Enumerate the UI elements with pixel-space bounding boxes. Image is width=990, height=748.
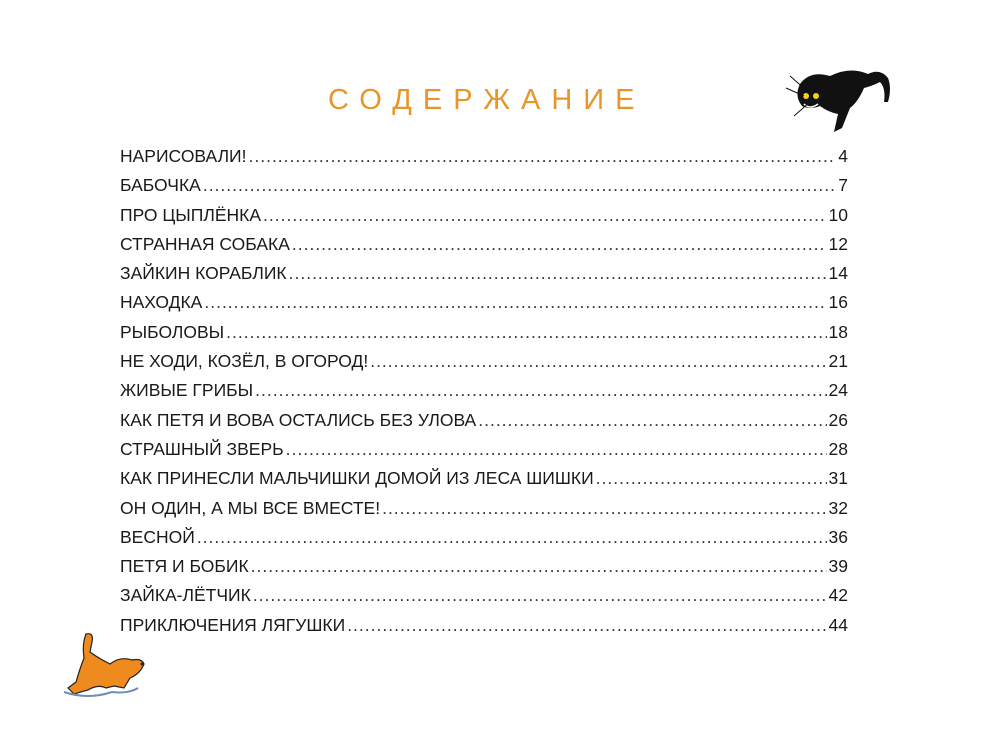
dot-leader [263,205,827,226]
page-title: СОДЕРЖАНИЕ [328,84,646,116]
entry-page: 7 [838,175,848,196]
entry-title: КАК ПРИНЕСЛИ МАЛЬЧИШКИ ДОМОЙ ИЗ ЛЕСА ШИШ… [120,468,594,489]
entry-title: СТРАННАЯ СОБАКА [120,233,290,254]
dot-leader [255,380,826,401]
entry-title: ЗАЙКИН КОРАБЛИК [120,263,287,284]
dot-leader [197,527,827,548]
toc-entry[interactable]: ЗАЙКА-ЛЁТЧИК 42 [120,585,848,614]
dot-leader [478,410,826,431]
entry-page: 39 [828,556,848,577]
orange-dog-illustration [63,633,145,697]
entry-title: РЫБОЛОВЫ [120,321,225,342]
entry-page: 16 [828,292,848,313]
entry-page: 4 [838,146,848,166]
entry-title: ЖИВЫЕ ГРИБЫ [120,380,254,401]
toc-entry[interactable]: ПРО ЦЫПЛЁНКА 10 [120,205,848,234]
toc-entry[interactable]: СТРАННАЯ СОБАКА 12 [120,234,848,263]
entry-title: ПРИКЛЮЧЕНИЯ ЛЯГУШКИ [120,614,346,635]
entry-title: БАБОЧКА [120,175,201,196]
dot-leader [204,292,826,313]
toc-entry[interactable]: СТРАШНЫЙ ЗВЕРЬ 28 [120,439,848,468]
entry-page: 14 [828,263,848,284]
toc-entry[interactable]: ПЕТЯ И БОБИК 39 [120,556,848,585]
entry-page: 12 [828,233,848,254]
dot-leader [253,585,827,606]
table-of-contents: НАРИСОВАЛИ! 4 БАБОЧКА 7 ПРО ЦЫПЛЁНКА 10 СТР… [120,146,848,644]
entry-title: КАК ПЕТЯ И ВОВА ОСТАЛИСЬ БЕЗ УЛОВА [120,409,477,430]
entry-page: 28 [828,438,848,459]
toc-entry[interactable]: НАХОДКА 16 [120,292,848,321]
entry-title: НАРИСОВАЛИ! [120,146,247,166]
dot-leader [370,351,826,372]
toc-entry[interactable]: НАРИСОВАЛИ! 4 [120,146,848,175]
toc-entry[interactable]: КАК ПРИНЕСЛИ МАЛЬЧИШКИ ДОМОЙ ИЗ ЛЕСА ШИШ… [120,468,848,497]
entry-page: 21 [828,351,848,372]
entry-page: 26 [828,409,848,430]
entry-page: 10 [828,204,848,225]
entry-title: НЕ ХОДИ, КОЗЁЛ, В ОГОРОД! [120,351,369,372]
entry-title: ВЕСНОЙ [120,526,195,547]
black-cat-illustration [785,70,890,132]
entry-title: ПРО ЦЫПЛЁНКА [120,204,262,225]
entry-page: 32 [828,497,848,518]
entry-page: 42 [828,585,848,606]
dot-leader [249,146,837,167]
toc-entry[interactable]: ОН ОДИН, А МЫ ВСЕ ВМЕСТЕ! 32 [120,498,848,527]
dot-leader [226,322,826,343]
entry-title: СТРАШНЫЙ ЗВЕРЬ [120,438,284,459]
entry-title: ЗАЙКА-ЛЁТЧИК [120,585,251,606]
entry-page: 31 [828,468,848,489]
toc-entry[interactable]: БАБОЧКА 7 [120,175,848,204]
entry-page: 24 [828,380,848,401]
entry-page: 36 [828,526,848,547]
toc-entry[interactable]: НЕ ХОДИ, КОЗЁЛ, В ОГОРОД! 21 [120,351,848,380]
dot-leader [596,468,827,489]
dot-leader [286,439,827,460]
entry-title: НАХОДКА [120,292,203,313]
dot-leader [292,234,827,255]
toc-entry[interactable]: ЖИВЫЕ ГРИБЫ 24 [120,380,848,409]
toc-entry[interactable]: ЗАЙКИН КОРАБЛИК 14 [120,263,848,292]
entry-title: ОН ОДИН, А МЫ ВСЕ ВМЕСТЕ! [120,497,381,518]
toc-entry[interactable]: ВЕСНОЙ 36 [120,527,848,556]
toc-entry[interactable]: РЫБОЛОВЫ 18 [120,322,848,351]
dot-leader [251,556,827,577]
dot-leader [203,175,836,196]
entry-page: 44 [828,614,848,635]
dot-leader [289,263,827,284]
dot-leader [382,498,826,519]
toc-entry[interactable]: КАК ПЕТЯ И ВОВА ОСТАЛИСЬ БЕЗ УЛОВА 26 [120,410,848,439]
dot-leader [347,615,826,636]
toc-entry[interactable]: ПРИКЛЮЧЕНИЯ ЛЯГУШКИ 44 [120,615,848,644]
entry-page: 18 [828,321,848,342]
entry-title: ПЕТЯ И БОБИК [120,556,249,577]
